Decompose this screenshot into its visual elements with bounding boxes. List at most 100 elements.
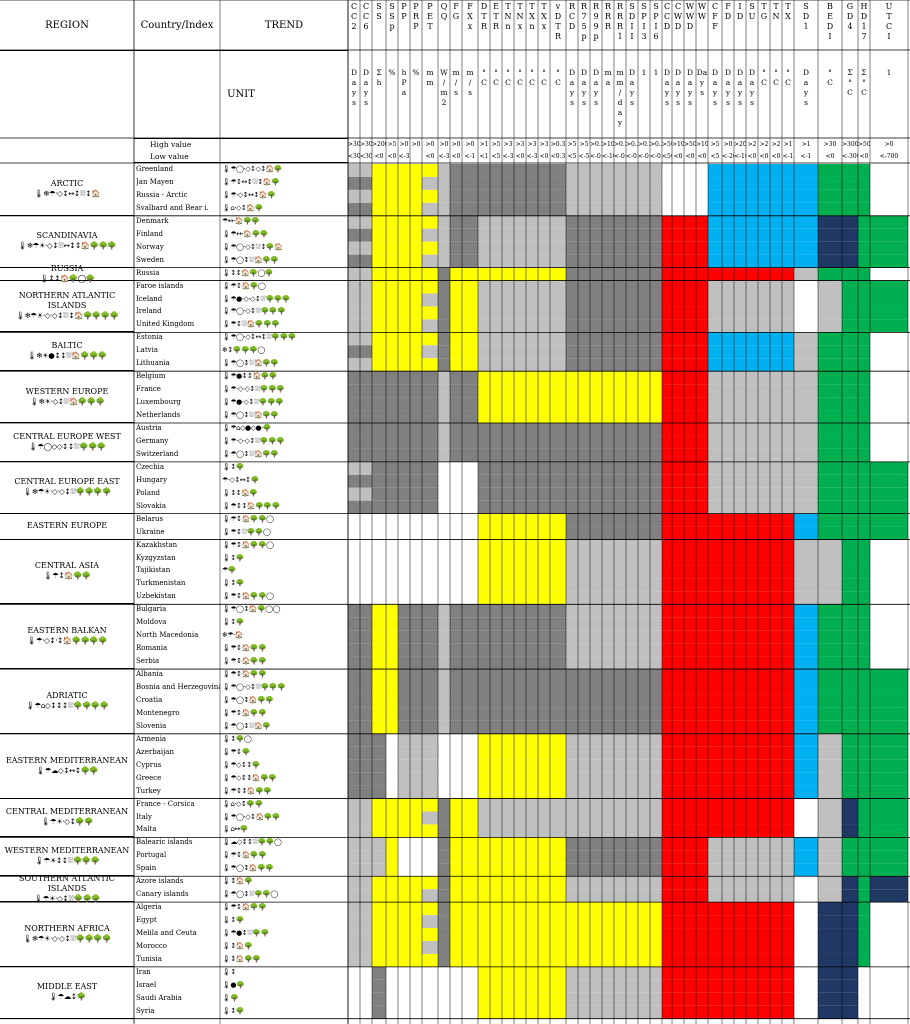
heatmap-cell xyxy=(590,630,602,644)
heatmap-cell xyxy=(638,435,650,449)
heatmap-cell xyxy=(590,928,602,941)
heatmap-cell xyxy=(462,293,478,307)
heatmap-cell xyxy=(746,941,758,954)
column-unit: m m / d a y xyxy=(616,68,624,127)
heatmap-cell xyxy=(410,345,422,359)
heatmap-cell xyxy=(858,798,870,812)
heatmap-cell xyxy=(842,837,858,851)
heatmap-cell xyxy=(538,720,550,734)
heatmap-cell xyxy=(662,332,672,346)
heatmap-cell xyxy=(438,215,450,229)
high-threshold: >5 xyxy=(710,141,720,148)
heatmap-cell xyxy=(526,707,538,721)
heatmap-cell xyxy=(614,552,626,566)
heatmap-cell xyxy=(650,720,662,734)
heatmap-cell xyxy=(538,189,550,203)
heatmap-cell xyxy=(626,682,638,695)
heatmap-cell xyxy=(794,928,818,941)
heatmap-cell xyxy=(708,785,722,799)
heatmap-cell xyxy=(478,707,490,721)
heatmap-cell xyxy=(490,332,502,346)
heatmap-cell xyxy=(478,565,490,579)
heatmap-cell xyxy=(858,254,870,268)
heatmap-cell xyxy=(818,345,842,359)
heatmap-cell xyxy=(348,863,360,877)
heatmap-cell xyxy=(422,643,438,657)
high-threshold: >0.3 xyxy=(614,141,626,148)
heatmap-cell xyxy=(614,811,626,825)
heatmap-cell xyxy=(696,293,708,307)
heatmap-cell xyxy=(450,345,462,359)
heatmap-cell xyxy=(450,669,462,682)
heatmap-cell xyxy=(662,358,672,372)
heatmap-cell xyxy=(794,604,818,618)
heatmap-cell xyxy=(758,811,770,825)
heatmap-cell xyxy=(566,992,578,1006)
heatmap-cell xyxy=(360,876,372,890)
heatmap-cell xyxy=(650,850,662,864)
heatmap-cell xyxy=(734,682,746,695)
heatmap-cell xyxy=(566,630,578,644)
heatmap-cell xyxy=(696,979,708,993)
heatmap-cell xyxy=(514,397,526,411)
high-threshold: >2 xyxy=(747,141,757,148)
heatmap-cell xyxy=(638,500,650,514)
heatmap-cell xyxy=(672,254,684,268)
heatmap-cell xyxy=(550,837,566,851)
heatmap-cell xyxy=(650,215,662,229)
heatmap-cell xyxy=(502,423,514,436)
heatmap-cell xyxy=(566,280,578,294)
heatmap-cell xyxy=(514,513,526,527)
heatmap-cell xyxy=(758,293,770,307)
heatmap-cell xyxy=(734,189,746,203)
heatmap-cell xyxy=(794,280,818,294)
heatmap-cell xyxy=(502,889,514,903)
heatmap-cell xyxy=(386,733,398,747)
heatmap-cell xyxy=(550,228,566,242)
heatmap-cell xyxy=(490,513,502,527)
heatmap-cell xyxy=(602,254,614,268)
heatmap-cell xyxy=(590,164,602,177)
heatmap-cell xyxy=(398,798,410,812)
heatmap-cell xyxy=(566,953,578,967)
heatmap-cell xyxy=(626,953,638,967)
heatmap-cell xyxy=(578,189,590,203)
heatmap-cell xyxy=(684,746,696,760)
heatmap-cell xyxy=(858,358,870,372)
heatmap-cell xyxy=(348,565,360,579)
trend-icons: 🌡↕🌳 xyxy=(222,579,244,588)
column-unit: ° C xyxy=(827,68,833,87)
heatmap-cell xyxy=(478,604,490,618)
heatmap-cell xyxy=(398,656,410,670)
heatmap-cell xyxy=(746,746,758,760)
heatmap-cell xyxy=(818,915,842,929)
heatmap-cell xyxy=(514,345,526,359)
heatmap-cell xyxy=(650,630,662,644)
heatmap-cell xyxy=(782,694,794,708)
heatmap-cell xyxy=(722,759,734,773)
heatmap-cell xyxy=(578,811,590,825)
heatmap-cell xyxy=(502,202,514,216)
heatmap-cell xyxy=(462,345,478,359)
region-name: EASTERN MEDITERRANEAN xyxy=(5,755,129,765)
heatmap-cell xyxy=(372,293,386,307)
heatmap-cell xyxy=(614,500,626,514)
column-unit: Da y s xyxy=(696,68,708,97)
column-code: F D xyxy=(724,2,732,21)
region-trend-icons: 🌡❄☂☀·◇·◇↕⛆🌳🌳🌳🌳 xyxy=(22,487,112,497)
heatmap-cell xyxy=(602,837,614,851)
region-trend-icons: 🌡❄☂☀·◇↕⛆↔↕↕🏠🌳🌳🌳 xyxy=(17,241,117,251)
low-threshold: <0 xyxy=(539,153,549,160)
heatmap-cell xyxy=(566,682,578,695)
heatmap-cell xyxy=(602,448,614,462)
heatmap-cell xyxy=(842,604,858,618)
heatmap-cell xyxy=(626,513,638,527)
heatmap-cell xyxy=(450,539,462,553)
heatmap-cell xyxy=(410,1005,422,1019)
heatmap-cell xyxy=(722,397,734,411)
heatmap-cell xyxy=(550,513,566,527)
heatmap-cell xyxy=(348,176,360,190)
heatmap-cell xyxy=(614,928,626,941)
heatmap-cell xyxy=(462,643,478,657)
heatmap-cell xyxy=(450,435,462,449)
